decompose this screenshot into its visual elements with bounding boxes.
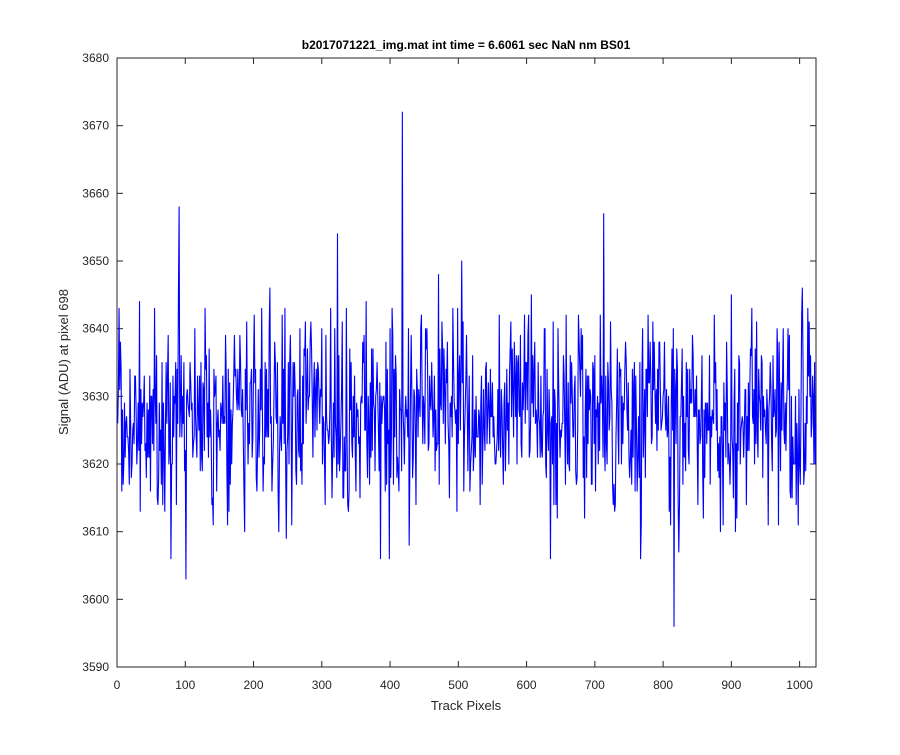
x-tick-label: 0 — [114, 678, 121, 692]
ticks: 0 100 200 300 400 500 600 700 800 900 1000 3590 3600… — [82, 51, 816, 692]
y-tick-label: 3670 — [82, 119, 109, 133]
x-tick-label: 100 — [175, 678, 195, 692]
y-tick-label: 3620 — [82, 457, 109, 471]
x-tick-label: 300 — [312, 678, 332, 692]
x-tick-label: 800 — [653, 678, 673, 692]
x-tick-label: 500 — [448, 678, 468, 692]
y-tick-label: 3590 — [82, 660, 109, 674]
y-tick-label: 3680 — [82, 51, 109, 65]
x-tick-label: 400 — [380, 678, 400, 692]
y-tick-label: 3600 — [82, 592, 109, 606]
y-axis-label: Signal (ADU) at pixel 698 — [56, 289, 71, 435]
y-tick-label: 3630 — [82, 389, 109, 403]
plot-area-border — [116, 57, 817, 668]
x-tick-label: 700 — [585, 678, 605, 692]
chart-title: b2017071221_img.mat int time = 6.6061 se… — [302, 38, 631, 52]
series — [117, 111, 817, 627]
x-tick-label: 1000 — [786, 678, 813, 692]
x-tick-label: 900 — [721, 678, 741, 692]
signal-line — [117, 111, 817, 627]
x-tick-label: 200 — [244, 678, 264, 692]
y-tick-label: 3610 — [82, 525, 109, 539]
x-tick-label: 600 — [517, 678, 537, 692]
axes-frame — [116, 57, 817, 668]
y-tick-label: 3650 — [82, 254, 109, 268]
y-tick-label: 3640 — [82, 322, 109, 336]
x-axis-label: Track Pixels — [431, 698, 502, 713]
y-tick-label: 3660 — [82, 186, 109, 200]
